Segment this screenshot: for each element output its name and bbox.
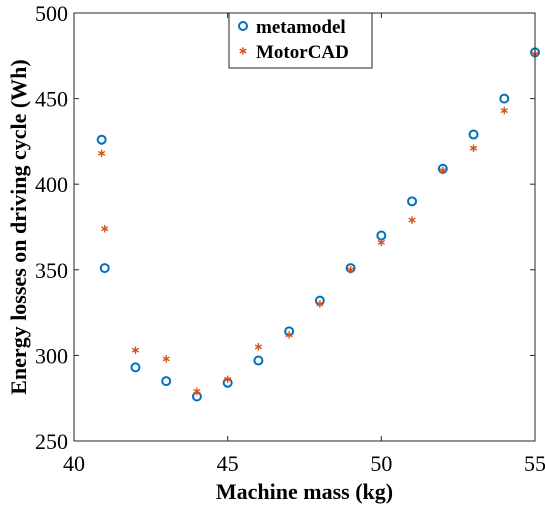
legend-marker-motorcad [239,47,247,55]
legend-box [228,12,373,69]
legend-label-metamodel: metamodel [256,17,346,38]
y-tick-label: 300 [35,343,68,368]
motorcad-point [254,343,263,351]
legend-items [238,21,248,55]
metamodel-point [161,376,172,387]
metamodel-point [99,263,110,274]
legend-label-motorcad: MotorCAD [256,42,349,63]
legend: metamodel MotorCAD [228,12,373,69]
legend-marker-metamodel [238,21,248,31]
y-tick-label: 250 [35,429,68,454]
metamodel-point [499,93,510,104]
x-axis-label: Machine mass (kg) [216,479,393,504]
x-tick-label: 45 [217,451,239,476]
markers-layer [96,47,540,402]
x-tick-label: 40 [63,451,85,476]
motorcad-point [408,216,416,224]
motorcad-point [439,166,447,175]
motorcad-point [131,346,140,355]
metamodel-point [130,362,141,373]
motorcad-point [346,266,355,274]
y-tick-label: 400 [35,172,68,197]
y-tick-label: 450 [35,87,68,112]
motorcad-point [316,300,324,308]
motorcad-point [98,149,106,158]
y-tick-label: 500 [35,1,68,26]
motorcad-point [377,238,385,247]
motorcad-point [193,387,201,396]
motorcad-point [101,224,109,233]
x-tick-label: 55 [524,451,545,476]
metamodel-point [96,134,107,145]
y-tick-label: 350 [35,258,68,283]
x-tick-label: 50 [370,451,392,476]
motorcad-point [500,106,508,115]
metamodel-point [253,355,264,366]
ticks-layer: 40 45 50 55 250 300 350 400 450 500 [35,1,545,476]
motorcad-point [469,144,478,153]
metamodel-point [468,129,479,140]
y-axis-label: Energy losses on driving cycle (Wh) [6,59,31,395]
plot-area [74,13,535,441]
motorcad-point [162,355,170,363]
metamodel-point [407,196,418,207]
motorcad-point [224,375,232,384]
motorcad-point [285,331,293,339]
